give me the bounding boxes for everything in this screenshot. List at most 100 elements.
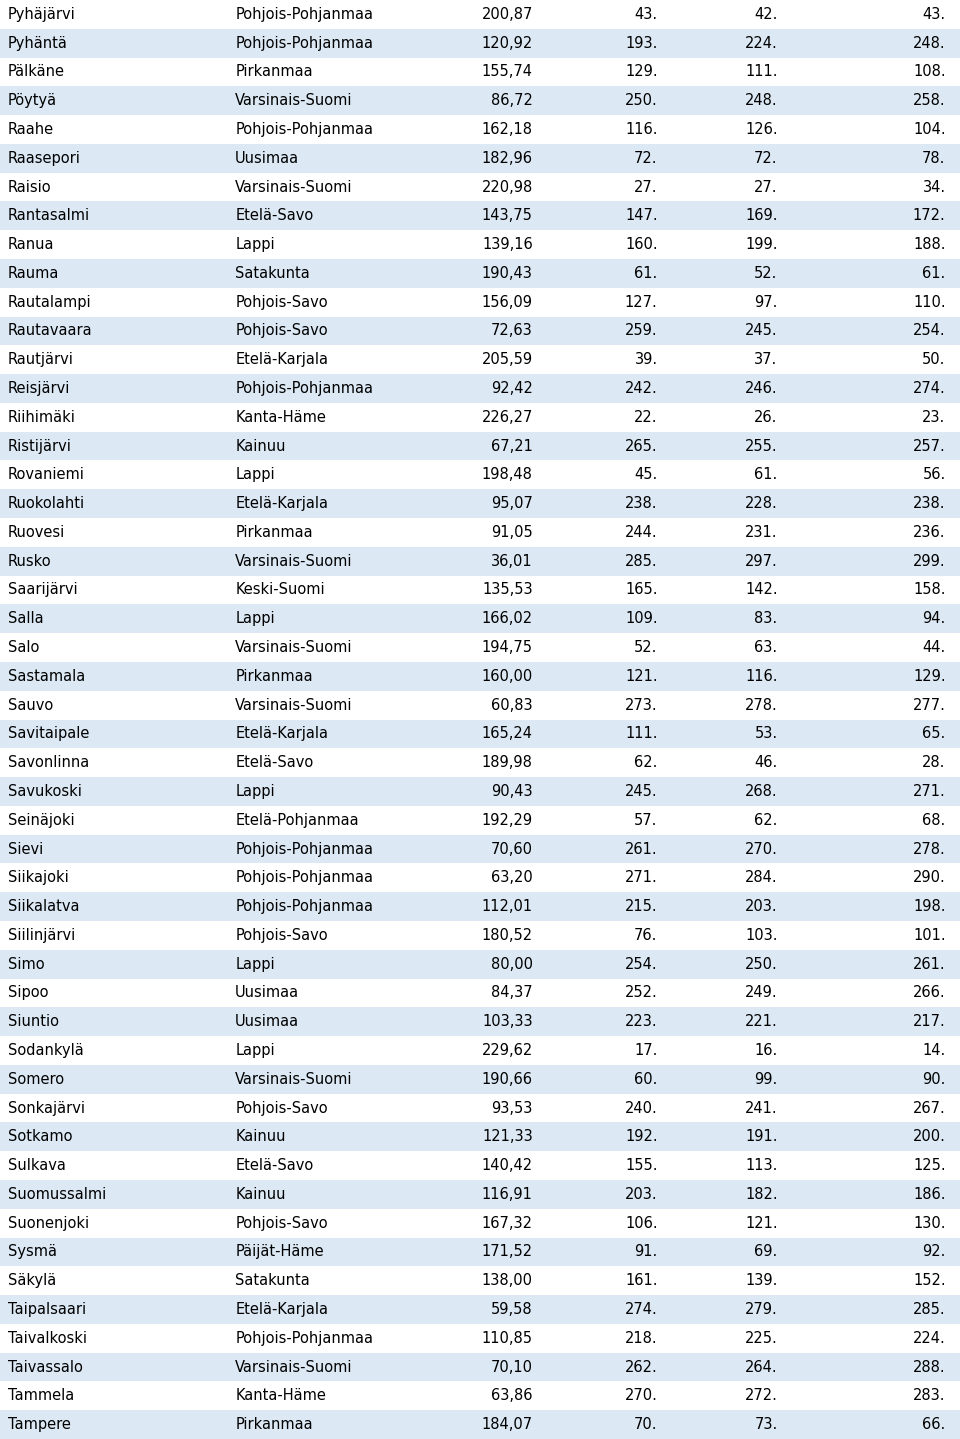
Text: Lappi: Lappi — [235, 1043, 275, 1058]
Text: Etelä-Savo: Etelä-Savo — [235, 1158, 314, 1173]
Text: 254.: 254. — [625, 957, 658, 971]
Text: Salla: Salla — [8, 612, 43, 626]
Text: Uusimaa: Uusimaa — [235, 151, 300, 165]
Text: Päijät-Häme: Päijät-Häme — [235, 1245, 324, 1259]
Text: 267.: 267. — [913, 1101, 946, 1115]
Text: 93,53: 93,53 — [492, 1101, 533, 1115]
Text: Varsinais-Suomi: Varsinais-Suomi — [235, 640, 352, 655]
Text: 27.: 27. — [755, 180, 778, 194]
Text: 42.: 42. — [755, 7, 778, 22]
Text: 121,33: 121,33 — [482, 1130, 533, 1144]
Text: 244.: 244. — [625, 525, 658, 540]
Text: 116.: 116. — [745, 669, 778, 684]
Text: Savukoski: Savukoski — [8, 784, 82, 799]
Text: 162,18: 162,18 — [482, 122, 533, 137]
Text: 254.: 254. — [913, 324, 946, 338]
Text: Rautalampi: Rautalampi — [8, 295, 91, 309]
Text: 126.: 126. — [745, 122, 778, 137]
Text: 225.: 225. — [745, 1331, 778, 1345]
Text: 252.: 252. — [625, 986, 658, 1000]
Text: 221.: 221. — [745, 1014, 778, 1029]
Text: Pirkanmaa: Pirkanmaa — [235, 525, 313, 540]
Bar — [0, 259, 960, 288]
Text: 171,52: 171,52 — [482, 1245, 533, 1259]
Text: 194,75: 194,75 — [482, 640, 533, 655]
Bar — [0, 662, 960, 691]
Text: 70.: 70. — [635, 1417, 658, 1432]
Text: 156,09: 156,09 — [482, 295, 533, 309]
Text: 63,86: 63,86 — [492, 1389, 533, 1403]
Text: Sonkajärvi: Sonkajärvi — [8, 1101, 84, 1115]
Text: 246.: 246. — [745, 381, 778, 396]
Text: 229,62: 229,62 — [482, 1043, 533, 1058]
Text: 299.: 299. — [913, 554, 946, 568]
Text: Suomussalmi: Suomussalmi — [8, 1187, 106, 1202]
Text: 224.: 224. — [745, 36, 778, 50]
Bar — [0, 29, 960, 58]
Text: 37.: 37. — [755, 353, 778, 367]
Text: 111.: 111. — [625, 727, 658, 741]
Text: 268.: 268. — [745, 784, 778, 799]
Text: Sysmä: Sysmä — [8, 1245, 57, 1259]
Text: 62.: 62. — [755, 813, 778, 827]
Text: 110.: 110. — [913, 295, 946, 309]
Bar — [0, 1410, 960, 1439]
Text: 155,74: 155,74 — [482, 65, 533, 79]
Text: 203.: 203. — [625, 1187, 658, 1202]
Text: Tammela: Tammela — [8, 1389, 74, 1403]
Bar — [0, 374, 960, 403]
Text: 109.: 109. — [625, 612, 658, 626]
Text: Sulkava: Sulkava — [8, 1158, 65, 1173]
Text: Savitaipale: Savitaipale — [8, 727, 89, 741]
Text: 39.: 39. — [635, 353, 658, 367]
Text: 184,07: 184,07 — [482, 1417, 533, 1432]
Text: 258.: 258. — [913, 94, 946, 108]
Text: 104.: 104. — [913, 122, 946, 137]
Text: 43.: 43. — [923, 7, 946, 22]
Text: Pirkanmaa: Pirkanmaa — [235, 65, 313, 79]
Text: 250.: 250. — [745, 957, 778, 971]
Text: 169.: 169. — [745, 209, 778, 223]
Text: 191.: 191. — [745, 1130, 778, 1144]
Text: 72.: 72. — [755, 151, 778, 165]
Text: 129.: 129. — [913, 669, 946, 684]
Text: 188.: 188. — [913, 237, 946, 252]
Bar — [0, 489, 960, 518]
Text: Sievi: Sievi — [8, 842, 43, 856]
Text: 23.: 23. — [923, 410, 946, 425]
Text: 273.: 273. — [625, 698, 658, 712]
Text: 278.: 278. — [745, 698, 778, 712]
Text: Varsinais-Suomi: Varsinais-Suomi — [235, 554, 352, 568]
Text: 67,21: 67,21 — [491, 439, 533, 453]
Text: Uusimaa: Uusimaa — [235, 1014, 300, 1029]
Text: 72,63: 72,63 — [492, 324, 533, 338]
Text: 99.: 99. — [755, 1072, 778, 1086]
Text: 270.: 270. — [625, 1389, 658, 1403]
Text: Tampere: Tampere — [8, 1417, 70, 1432]
Text: 121.: 121. — [625, 669, 658, 684]
Bar — [0, 0, 960, 29]
Text: Varsinais-Suomi: Varsinais-Suomi — [235, 180, 352, 194]
Text: 245.: 245. — [625, 784, 658, 799]
Text: Siikalatva: Siikalatva — [8, 899, 79, 914]
Text: 61.: 61. — [635, 266, 658, 281]
Bar — [0, 201, 960, 230]
Text: Somero: Somero — [8, 1072, 63, 1086]
Text: 278.: 278. — [913, 842, 946, 856]
Bar — [0, 1036, 960, 1065]
Text: Pohjois-Savo: Pohjois-Savo — [235, 1101, 327, 1115]
Text: Uusimaa: Uusimaa — [235, 986, 300, 1000]
Text: 95,07: 95,07 — [491, 496, 533, 511]
Bar — [0, 86, 960, 115]
Text: 139.: 139. — [745, 1274, 778, 1288]
Text: 143,75: 143,75 — [482, 209, 533, 223]
Text: Etelä-Karjala: Etelä-Karjala — [235, 1302, 328, 1317]
Bar — [0, 835, 960, 863]
Text: 62.: 62. — [635, 755, 658, 770]
Text: 83.: 83. — [755, 612, 778, 626]
Bar — [0, 403, 960, 432]
Text: 285.: 285. — [913, 1302, 946, 1317]
Text: 241.: 241. — [745, 1101, 778, 1115]
Text: 56.: 56. — [923, 468, 946, 482]
Text: Lappi: Lappi — [235, 784, 275, 799]
